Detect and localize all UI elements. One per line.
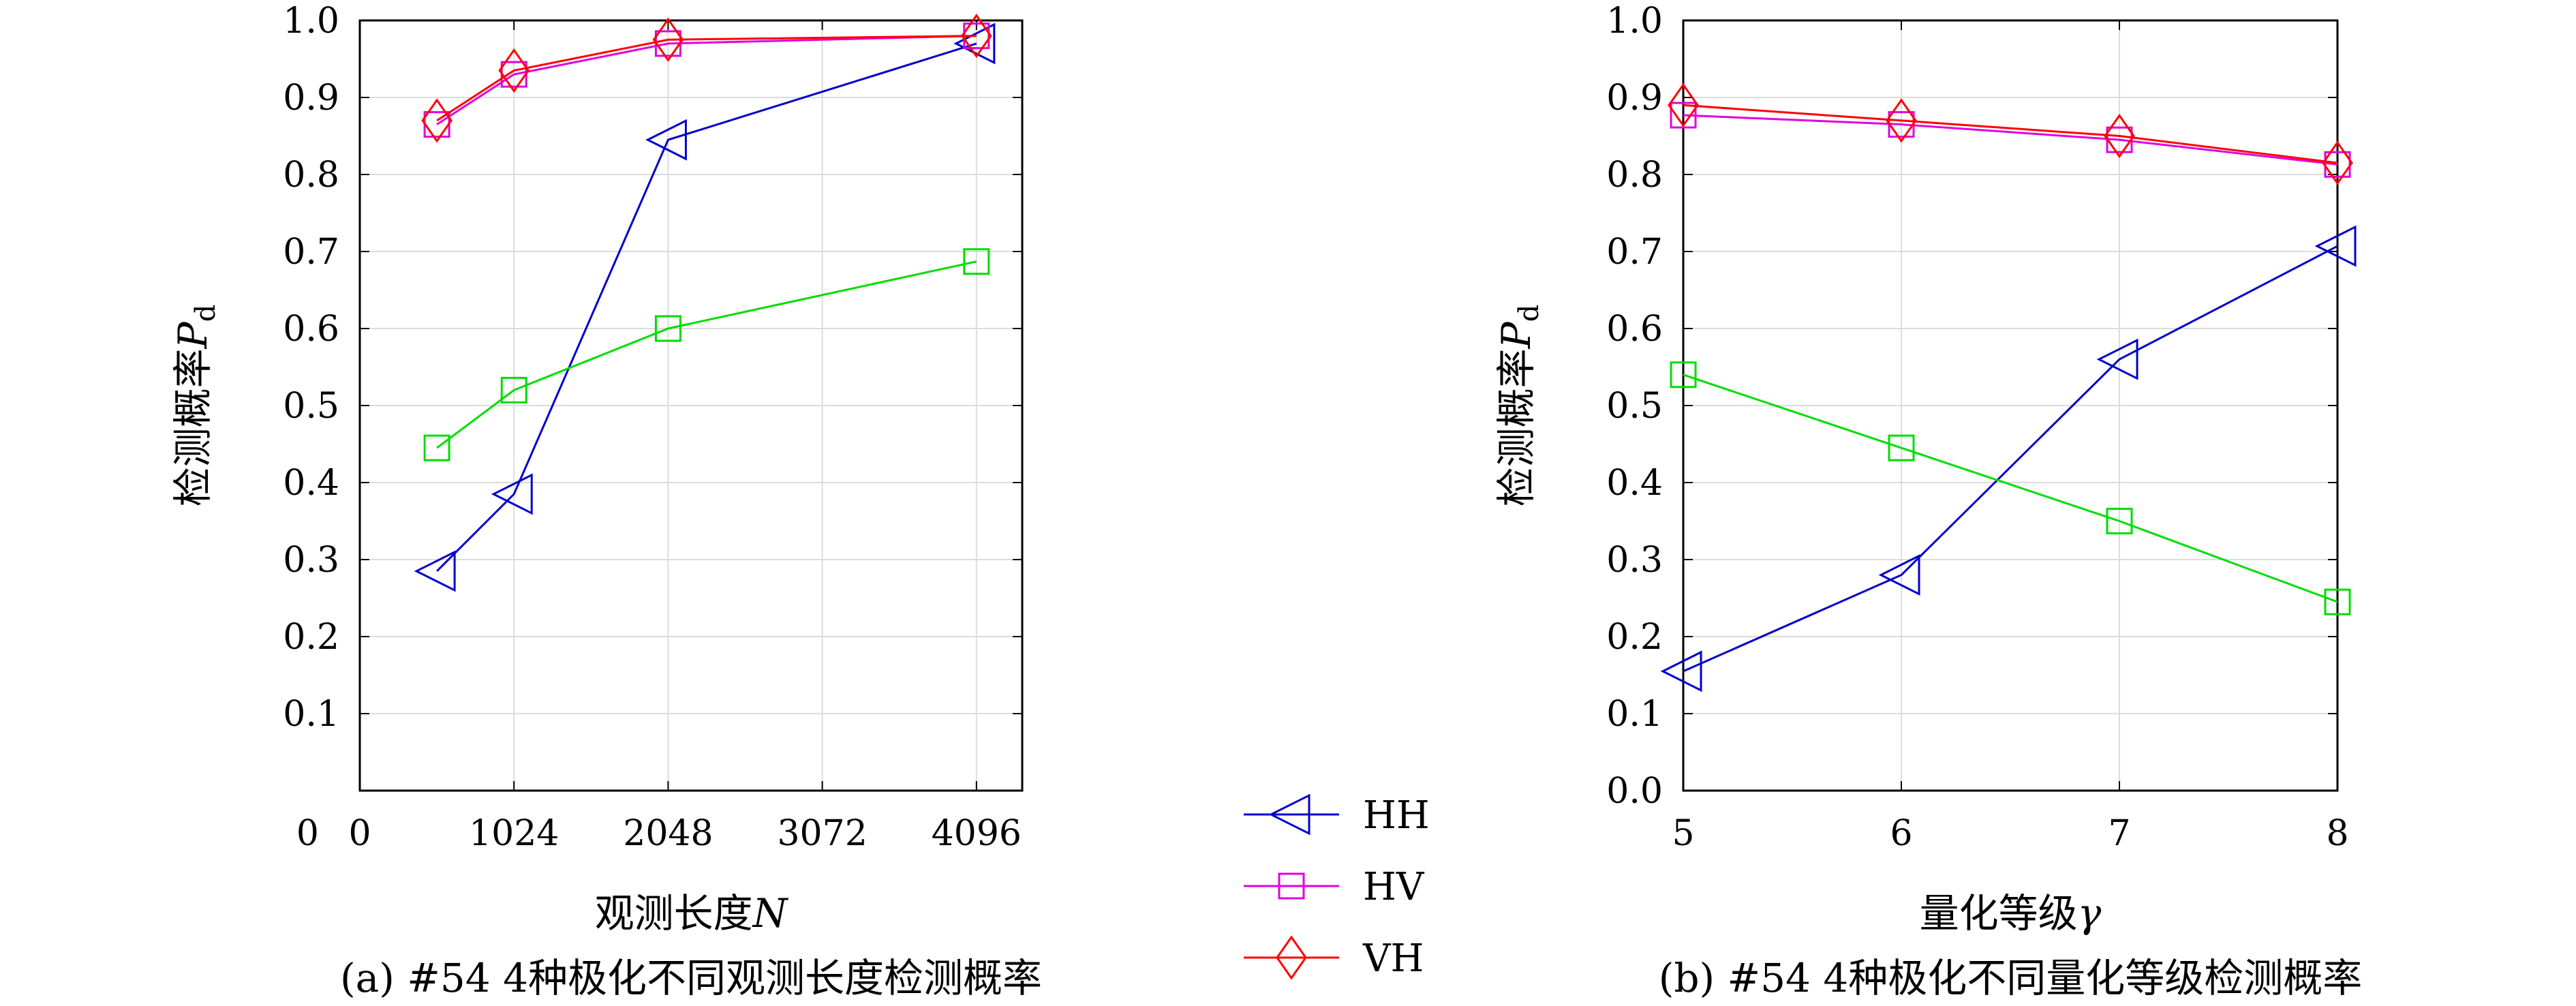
panel-a: 0 1024 2048 3072 4096 0.1 0.2 0.3 0.4 0.5 0.6 0.7 0.… (170, 1, 1042, 1001)
legend: HHHVVHVV (1244, 793, 1430, 981)
y-tick-label: 0.3 (1606, 540, 1663, 581)
point-vh-b (1886, 98, 1917, 143)
x-tick-label: 7 (2108, 813, 2130, 854)
x-tick-label: 4096 (932, 813, 1022, 854)
point-vv-a (423, 434, 450, 461)
y-tick-label: 0.6 (283, 309, 339, 350)
x-tick-label: 0 (348, 813, 371, 854)
point-vh-b (2322, 140, 2353, 185)
series-b (1660, 82, 2357, 692)
series-line-hv-a (436, 35, 977, 125)
series-line-hh-b (1683, 245, 2338, 673)
y-tick-label: 0.3 (283, 540, 339, 581)
y-tick-label: 0.2 (283, 617, 339, 658)
y-tick-label: 0.7 (1606, 232, 1663, 273)
y-tick-label: 0.1 (283, 694, 339, 735)
y-tick-label: 0.7 (283, 232, 339, 273)
x-tick-label: 6 (1890, 813, 1912, 854)
point-hh-b (2314, 225, 2357, 267)
y-tick-label: 0.8 (283, 155, 339, 196)
point-vh-a (421, 98, 453, 143)
caption-a: (a) #54 4种极化不同观测长度检测概率 (340, 955, 1042, 1001)
point-hh-a (645, 119, 687, 161)
ticks-a: 0 1024 2048 3072 4096 0.1 0.2 0.3 0.4 0.5 0.6 0.7 0.… (283, 1, 1022, 854)
caption-b: (b) #54 4种极化不同量化等级检测概率 (1659, 955, 2363, 1001)
legend-marker-vh (1276, 935, 1307, 980)
series-line-hv-b (1683, 114, 2338, 166)
series-line-vv-a (436, 260, 977, 449)
legend-label-vh: VH (1362, 936, 1424, 981)
point-vv-b (2324, 588, 2351, 615)
y-axis-label-b: 检测概率Pd (1493, 305, 1545, 507)
legend-marker-hv (1278, 872, 1305, 900)
y-tick-label: 0.2 (1606, 617, 1663, 658)
point-vh-a (498, 48, 530, 93)
legend-label-hv: HV (1363, 865, 1425, 909)
y-tick-label: 0.4 (1606, 463, 1663, 504)
x-tick-label: 2048 (623, 813, 713, 854)
point-vv-a (500, 376, 527, 403)
point-vv-b (1670, 361, 1697, 388)
point-vh-a (652, 17, 684, 62)
point-vh-b (2104, 113, 2135, 159)
y-axis-label-a: 检测概率Pd (170, 305, 221, 507)
y-tick-label: 1.0 (283, 1, 339, 42)
y-tick-label: 0.9 (283, 78, 339, 119)
series-line-vh-a (436, 35, 977, 122)
series-a (414, 13, 996, 592)
point-hh-b (2096, 338, 2138, 380)
origin-tick-label: 0 (296, 813, 319, 854)
y-tick-label: 0.6 (1606, 309, 1663, 350)
y-tick-label: 0.5 (283, 386, 339, 427)
y-tick-label: 0.1 (1606, 694, 1663, 735)
x-tick-label: 1024 (469, 813, 559, 854)
point-vv-a (654, 315, 681, 342)
point-hh-a (491, 473, 533, 515)
x-tick-label: 5 (1672, 813, 1694, 854)
legend-label-hh: HH (1363, 793, 1430, 838)
grid-a (360, 20, 1022, 791)
y-tick-label: 0.9 (1606, 78, 1663, 119)
grid-b (1683, 20, 2337, 791)
point-vv-b (2106, 508, 2133, 534)
series-line-vv-b (1683, 374, 2338, 603)
y-tick-label: 0.4 (283, 463, 339, 504)
series-line-hh-a (436, 42, 977, 573)
y-tick-label: 0.0 (1606, 771, 1663, 812)
point-hh-a (414, 550, 456, 592)
point-vv-b (1888, 434, 1915, 461)
series-line-vh-b (1683, 104, 2338, 164)
point-hh-b (1878, 554, 1920, 596)
panel-b: 5 6 7 8 0.0 0.1 0.2 0.3 0.4 0.5 0.6 0.7 0.8 0.9 1.0 量化… (1493, 1, 2362, 1001)
point-vv-a (963, 248, 990, 275)
x-axis-label-a: 观测长度N (595, 890, 789, 936)
y-tick-label: 0.8 (1606, 155, 1663, 196)
legend-marker-hh (1268, 793, 1310, 836)
ticks-b: 5 6 7 8 0.0 0.1 0.2 0.3 0.4 0.5 0.6 0.7 0.8 0.9 1.0 (1606, 1, 2348, 854)
y-tick-label: 1.0 (1606, 1, 1663, 42)
point-hh-b (1660, 650, 1702, 692)
point-vh-b (1668, 82, 1699, 127)
x-tick-label: 8 (2326, 813, 2348, 854)
y-tick-label: 0.5 (1606, 386, 1663, 427)
point-hv-b (1670, 102, 1697, 129)
x-axis-label-b: 量化等级γ (1920, 890, 2102, 936)
x-tick-label: 3072 (777, 813, 867, 854)
point-vh-a (961, 13, 992, 59)
